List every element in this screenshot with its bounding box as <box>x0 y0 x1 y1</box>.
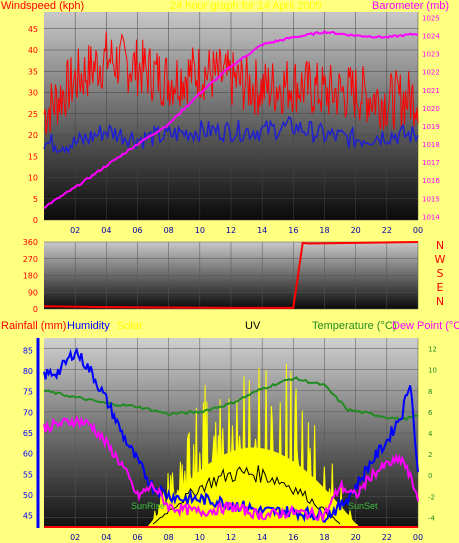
dewpoint-series <box>43 414 419 523</box>
hour-tick-label: 12 <box>226 533 236 542</box>
temperature-tick-label: 6 <box>428 409 433 417</box>
direction-letter: S <box>437 267 444 280</box>
barometer-tick-label: 1014 <box>422 213 440 221</box>
direction-tick-label: 180 <box>23 272 38 281</box>
average-wind-series <box>43 115 419 155</box>
direction-tick-label: 270 <box>23 255 38 264</box>
temperature-series <box>43 376 419 422</box>
hour-tick-label: 14 <box>257 533 267 542</box>
hour-tick-label: 02 <box>70 533 80 542</box>
wind-tick-label: 5 <box>33 195 38 204</box>
hour-tick-label: 18 <box>319 226 329 235</box>
sunrise-annotation: SunRise <box>131 501 166 511</box>
barometer-tick-label: 1020 <box>422 105 440 113</box>
temperature-tick-label: 4 <box>428 430 433 438</box>
barometer-tick-label: 1022 <box>422 69 440 77</box>
hour-tick-label: 20 <box>351 533 361 542</box>
barometer-series <box>43 29 419 210</box>
hour-tick-label: 00 <box>413 226 423 235</box>
temperature-tick-label: 8 <box>428 388 432 396</box>
hour-tick-label: 16 <box>288 533 298 542</box>
wind-tick-label: 10 <box>28 174 38 183</box>
hour-tick-label: 04 <box>101 533 111 542</box>
hour-tick-label: 20 <box>351 226 361 235</box>
humidity-tick-label: 80 <box>23 367 33 376</box>
humidity-tick-label: 70 <box>23 408 33 417</box>
wind-gust-series <box>43 31 419 135</box>
hour-tick-label: 10 <box>195 226 205 235</box>
temperature-tick-label: 10 <box>428 367 437 375</box>
wind-tick-label: 30 <box>28 89 38 98</box>
direction-letter: E <box>437 281 444 294</box>
wind-tick-label: 35 <box>28 67 38 76</box>
barometer-tick-label: 1021 <box>422 87 440 95</box>
temperature-label: Temperature (°C) <box>312 320 397 332</box>
chart-title: 24 hour graph for 14 April 2009 <box>170 0 322 12</box>
wind-direction-series <box>43 241 419 309</box>
uv-label: UV <box>245 320 261 332</box>
direction-letter: N <box>436 239 444 252</box>
temperature-tick-label: 2 <box>428 451 432 459</box>
humidity-tick-label: 60 <box>23 450 33 459</box>
humidity-tick-label: 50 <box>23 491 33 500</box>
windspeed-axis-label: Windspeed (kph) <box>1 0 85 12</box>
wind-tick-label: 25 <box>28 110 38 119</box>
sunset-annotation: SunSet <box>348 501 378 511</box>
hour-tick-label: 00 <box>413 533 423 542</box>
barometer-axis-label: Barometer (mb) <box>372 0 450 12</box>
hour-tick-label: 22 <box>382 226 392 235</box>
humidity-tick-label: 45 <box>23 512 33 521</box>
hour-tick-label: 14 <box>257 226 267 235</box>
hour-tick-label: 22 <box>382 533 392 542</box>
hour-tick-label: 16 <box>288 226 298 235</box>
solar-label: Solar <box>117 320 143 332</box>
hour-tick-label: 18 <box>319 533 329 542</box>
direction-tick-label: 360 <box>23 238 38 247</box>
barometer-tick-label: 1016 <box>422 177 440 185</box>
barometer-tick-label: 1015 <box>422 195 440 203</box>
hour-tick-label: 08 <box>164 226 174 235</box>
barometer-tick-label: 1018 <box>422 141 440 149</box>
wind-tick-label: 20 <box>28 131 38 140</box>
hour-tick-label: 12 <box>226 226 236 235</box>
humidity-tick-label: 85 <box>23 346 33 355</box>
direction-letter: N <box>436 295 444 308</box>
hour-tick-label: 06 <box>132 533 142 542</box>
barometer-tick-label: 1024 <box>422 33 440 41</box>
direction-tick-label: 0 <box>33 305 38 314</box>
hour-tick-label: 02 <box>70 226 80 235</box>
barometer-tick-label: 1023 <box>422 51 440 59</box>
wind-tick-label: 40 <box>28 46 38 55</box>
barometer-tick-label: 1025 <box>422 14 440 22</box>
temperature-tick-label: -2 <box>428 493 435 501</box>
humidity-tick-label: 55 <box>23 470 33 479</box>
humidity-label: Humidity <box>67 320 110 332</box>
direction-tick-label: 90 <box>28 288 38 297</box>
temperature-tick-label: 12 <box>428 346 437 354</box>
hour-tick-label: 04 <box>101 226 111 235</box>
humidity-tick-label: 75 <box>23 388 33 397</box>
direction-letter: W <box>435 253 446 266</box>
humidity-tick-label: 65 <box>23 429 33 438</box>
temperature-tick-label: 0 <box>428 472 432 480</box>
hour-tick-label: 08 <box>164 533 174 542</box>
hour-tick-label: 06 <box>132 226 142 235</box>
rainfall-axis-label: Rainfall (mm) <box>1 320 67 332</box>
wind-tick-label: 0 <box>33 216 38 225</box>
wind-tick-label: 15 <box>28 152 38 161</box>
hour-tick-label: 10 <box>195 533 205 542</box>
dewpoint-label: Dew Point (°C <box>392 320 459 332</box>
temperature-tick-label: -4 <box>428 514 436 522</box>
wind-tick-label: 45 <box>28 25 38 34</box>
barometer-tick-label: 1019 <box>422 123 440 131</box>
barometer-tick-label: 1017 <box>422 159 440 167</box>
